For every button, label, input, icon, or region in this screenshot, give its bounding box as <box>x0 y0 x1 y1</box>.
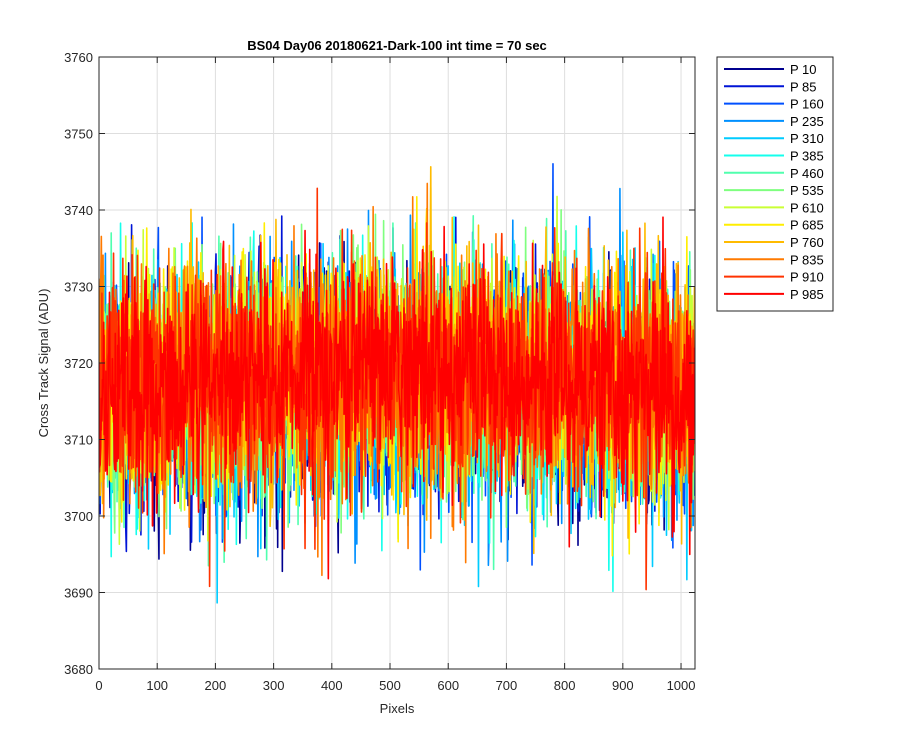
x-tick-label: 1000 <box>667 678 696 693</box>
legend-entry: P 85 <box>724 79 817 94</box>
legend-label: P 10 <box>790 62 817 77</box>
legend-label: P 985 <box>790 287 824 302</box>
y-tick-label: 3720 <box>64 356 93 371</box>
x-tick-label: 0 <box>95 678 102 693</box>
legend-label: P 610 <box>790 200 824 215</box>
x-axis-ticks: 0 100 200 300 400 500 600 700 800 900 1000 <box>95 57 695 693</box>
x-tick-label: 900 <box>612 678 634 693</box>
legend-entry: P 460 <box>724 166 824 181</box>
legend-label: P 760 <box>790 235 824 250</box>
x-tick-label: 300 <box>263 678 285 693</box>
x-tick-label: 200 <box>205 678 227 693</box>
y-axis-ticks: 3680 3690 3700 3710 3720 3730 3740 3750 3760 <box>64 50 695 677</box>
legend: P 10 P 85 P 160 P 235 P 310 P 385 P 460 P 535 P … <box>716 56 834 312</box>
legend-label: P 685 <box>790 218 824 233</box>
series-line <box>99 216 695 580</box>
legend-entry: P 535 <box>724 183 824 198</box>
y-tick-label: 3690 <box>64 586 93 601</box>
legend-entry: P 835 <box>724 252 824 267</box>
legend-entry: P 760 <box>724 235 824 250</box>
x-tick-label: 800 <box>554 678 576 693</box>
y-tick-label: 3680 <box>64 662 93 677</box>
legend-entry: P 235 <box>724 114 824 129</box>
legend-entry: P 685 <box>724 218 824 233</box>
x-tick-label: 700 <box>496 678 518 693</box>
x-tick-label: 600 <box>437 678 459 693</box>
legend-entry: P 160 <box>724 97 824 112</box>
y-axis-label: Cross Track Signal (ADU) <box>36 289 51 438</box>
legend-entry: P 385 <box>724 149 824 164</box>
legend-entry: P 985 <box>724 287 824 302</box>
y-tick-label: 3710 <box>64 433 93 448</box>
y-tick-label: 3730 <box>64 280 93 295</box>
legend-label: P 310 <box>790 131 824 146</box>
legend-label: P 85 <box>790 79 817 94</box>
x-tick-label: 100 <box>146 678 168 693</box>
legend-entry: P 610 <box>724 200 824 215</box>
legend-label: P 835 <box>790 252 824 267</box>
legend-label: P 535 <box>790 183 824 198</box>
legend-entry: P 10 <box>724 62 817 77</box>
legend-box <box>716 56 834 312</box>
legend-entry: P 910 <box>724 270 824 285</box>
x-axis-label: Pixels <box>380 701 415 716</box>
series-line <box>99 187 695 591</box>
legend-entry: P 310 <box>724 131 824 146</box>
x-tick-label: 400 <box>321 678 343 693</box>
legend-label: P 385 <box>790 149 824 164</box>
series-lines <box>99 162 695 604</box>
y-tick-label: 3740 <box>64 203 93 218</box>
y-tick-label: 3760 <box>64 50 93 65</box>
x-tick-label: 500 <box>379 678 401 693</box>
y-tick-label: 3700 <box>64 509 93 524</box>
chart-title: BS04 Day06 20180621-Dark-100 int time = … <box>247 38 547 53</box>
legend-label: P 460 <box>790 166 824 181</box>
legend-label: P 910 <box>790 270 824 285</box>
legend-label: P 235 <box>790 114 824 129</box>
legend-label: P 160 <box>790 97 824 112</box>
y-tick-label: 3750 <box>64 127 93 142</box>
